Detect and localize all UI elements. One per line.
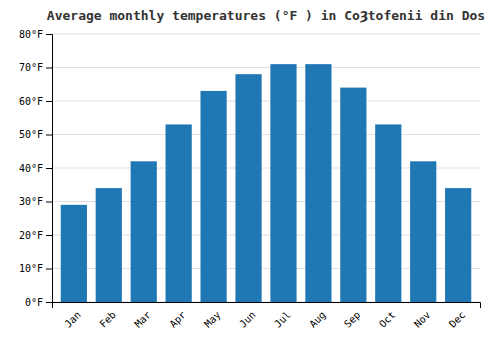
x-tick: Sep [342, 309, 363, 330]
bars [61, 64, 472, 302]
bar [410, 161, 436, 302]
x-tick-label: Jul [272, 309, 293, 330]
y-tick: 0°F [25, 297, 52, 308]
y-tick: 80°F [19, 29, 52, 40]
x-tick: Jan [62, 309, 83, 330]
x-tick-label: Sep [342, 309, 363, 330]
y-axis-line [46, 35, 53, 303]
bar [200, 91, 226, 302]
x-tick: Apr [167, 309, 188, 330]
y-tick-mark [46, 269, 52, 270]
y-tick-label: 40°F [19, 163, 43, 174]
x-tick-label: May [202, 309, 223, 330]
title: Average monthly temperatures (°F ) in Co… [47, 8, 485, 23]
grid-line [52, 34, 480, 35]
y-tick-label: 80°F [19, 29, 43, 40]
y-tick-label: 10°F [19, 263, 43, 274]
y-tick-mark [46, 235, 52, 236]
y-tick: 50°F [19, 129, 52, 140]
x-axis-line [53, 303, 481, 309]
grid-line [52, 134, 480, 135]
x-tick-label: Dec [447, 309, 468, 330]
y-tick-label: 70°F [19, 62, 43, 73]
y-tick-mark [46, 101, 52, 102]
x-tick-label: Aug [307, 309, 328, 330]
x-tick-label: Oct [377, 309, 398, 330]
x-tick: Mar [132, 309, 153, 330]
y-tick-label: 30°F [19, 196, 43, 207]
y-tick: 30°F [19, 196, 52, 207]
bar [235, 74, 261, 302]
bar [305, 64, 331, 302]
grid-line [52, 101, 480, 102]
chart: 0°F 10°F 20°F 30°F 40°F 50°F 60°F 70°F 80°F Jan Fe… [0, 0, 500, 350]
x-tick: Nov [412, 309, 433, 330]
x-tick: May [202, 309, 223, 330]
x-tick: Oct [377, 309, 398, 330]
y-tick: 10°F [19, 263, 52, 274]
grid-line [52, 67, 480, 68]
y-tick-label: 60°F [19, 96, 43, 107]
bar [445, 188, 471, 302]
x-tick-label: Apr [167, 309, 188, 330]
y-tick-mark [46, 302, 52, 303]
x-tick-label: Feb [97, 309, 118, 330]
bar [340, 88, 366, 302]
y-tick-mark [46, 34, 52, 35]
bar [96, 188, 122, 302]
bar [131, 161, 157, 302]
y-tick: 70°F [19, 62, 52, 73]
x-tick: Jun [237, 309, 258, 330]
x-tick-label: Mar [132, 309, 153, 330]
y-tick-mark [46, 168, 52, 169]
y-tick: 40°F [19, 163, 52, 174]
x-tick-label: Jan [62, 309, 83, 330]
y-tick-mark [46, 135, 52, 136]
y-tick-mark [46, 202, 52, 203]
bar [270, 64, 296, 302]
x-tick: Aug [307, 309, 328, 330]
x-axis: Jan Feb Mar Apr May Jun Jul Aug Sep Oct Nov Dec [53, 303, 481, 330]
y-tick-label: 20°F [19, 230, 43, 241]
y-axis: 0°F 10°F 20°F 30°F 40°F 50°F 60°F 70°F 80°F [19, 29, 53, 308]
y-tick: 60°F [19, 96, 52, 107]
x-tick-label: Jun [237, 309, 258, 330]
x-tick-label: Nov [412, 309, 433, 330]
bar [61, 205, 87, 302]
x-tick: Feb [97, 309, 118, 330]
x-tick: Jul [272, 309, 293, 330]
y-tick-label: 0°F [25, 297, 43, 308]
x-tick: Dec [447, 309, 468, 330]
plot: 0°F 10°F 20°F 30°F 40°F 50°F 60°F 70°F 80°F Jan Fe… [19, 29, 481, 330]
y-tick-mark [46, 68, 52, 69]
y-tick: 20°F [19, 230, 52, 241]
grid [52, 34, 480, 302]
bar [166, 124, 192, 302]
y-tick-label: 50°F [19, 129, 43, 140]
bar [375, 124, 401, 302]
